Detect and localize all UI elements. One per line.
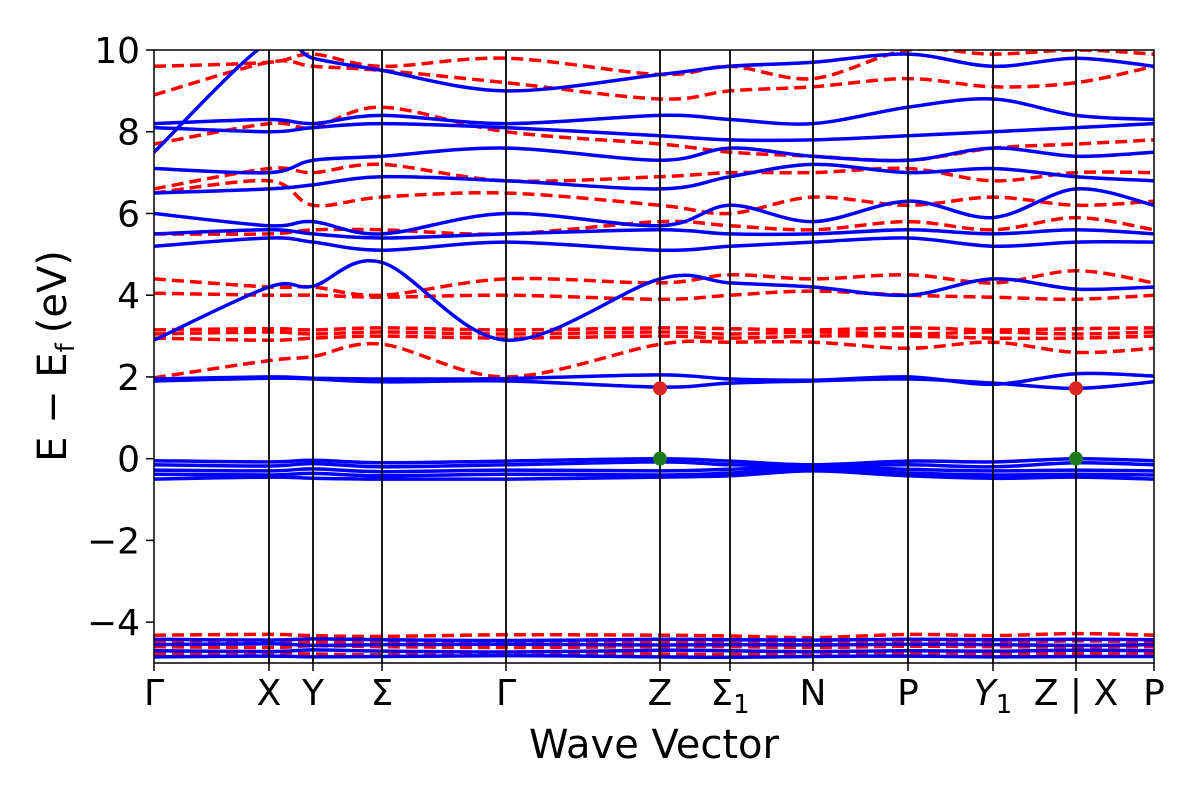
x-tick-label: P <box>897 673 919 714</box>
x-tick-label: Σ1 <box>710 673 749 720</box>
red-dashed-band-1 <box>154 651 1154 657</box>
blue-solid-band-11 <box>154 371 1154 387</box>
red-dashed-band-10 <box>154 268 1154 298</box>
red-dashed-band-7 <box>154 330 1154 336</box>
y-axis-title-subscript: f <box>51 342 81 352</box>
blue-solid-band-3 <box>154 642 1154 648</box>
red-dashed-band-4 <box>154 631 1154 640</box>
x-tick-label: Z <box>648 673 673 714</box>
y-tick-label: −2 <box>87 521 140 562</box>
band-edge-marker <box>653 381 667 396</box>
red-dashed-band-5 <box>154 339 1154 380</box>
y-tick-label: 4 <box>117 276 140 317</box>
blue-solid-band-16 <box>154 162 1154 195</box>
red-dashed-band-6 <box>154 334 1154 342</box>
plot-frame <box>153 49 1155 664</box>
x-tick-label: Γ <box>496 673 516 714</box>
x-tick-label: Z | X <box>1034 673 1118 714</box>
y-tick-label: 2 <box>117 358 140 399</box>
band-series-blue <box>154 50 1154 660</box>
y-axis-ticks: −4 −2 0 2 4 6 8 10 <box>87 31 154 644</box>
x-tick-label: N <box>800 673 827 714</box>
blue-solid-band-13 <box>154 236 1154 253</box>
x-tick-label: P <box>1143 673 1165 714</box>
y-tick-label: 6 <box>117 194 140 235</box>
band-edge-marker <box>1069 451 1083 466</box>
blue-solid-band-1 <box>154 653 1154 660</box>
band-series-red <box>154 50 1154 657</box>
x-tick-label: Y1 <box>974 673 1013 720</box>
x-tick-label: Σ <box>371 673 394 714</box>
x-axis-ticks: Γ X Y Σ Γ Z Σ1 N P Y1 Z | X P <box>144 663 1165 720</box>
blue-solid-band-2 <box>154 648 1154 654</box>
x-tick-label: Γ <box>144 673 164 714</box>
high-symmetry-lines <box>268 50 1077 663</box>
band-edge-markers <box>653 381 1083 466</box>
blue-solid-band-18 <box>154 121 1154 143</box>
blue-solid-band-15 <box>154 187 1154 236</box>
red-dashed-band-9 <box>154 289 1154 302</box>
y-tick-label: 0 <box>117 440 140 481</box>
blue-solid-band-19 <box>154 97 1154 126</box>
band-edge-marker <box>653 451 667 466</box>
red-dashed-band-8 <box>154 326 1154 332</box>
y-tick-label: 10 <box>94 31 140 72</box>
blue-solid-band-4 <box>154 637 1154 643</box>
y-tick-label: −4 <box>87 603 140 644</box>
x-tick-label: Y <box>301 673 325 714</box>
x-axis-title: Wave Vector <box>529 722 780 768</box>
y-axis-title-unit: (eV) <box>30 250 76 333</box>
y-tick-label: 8 <box>117 113 140 154</box>
band-edge-marker <box>1069 381 1083 396</box>
y-axis-title-main: E − E <box>30 352 76 462</box>
x-tick-label: X <box>257 673 282 714</box>
y-axis-title: E − Ef (eV) <box>30 250 81 462</box>
